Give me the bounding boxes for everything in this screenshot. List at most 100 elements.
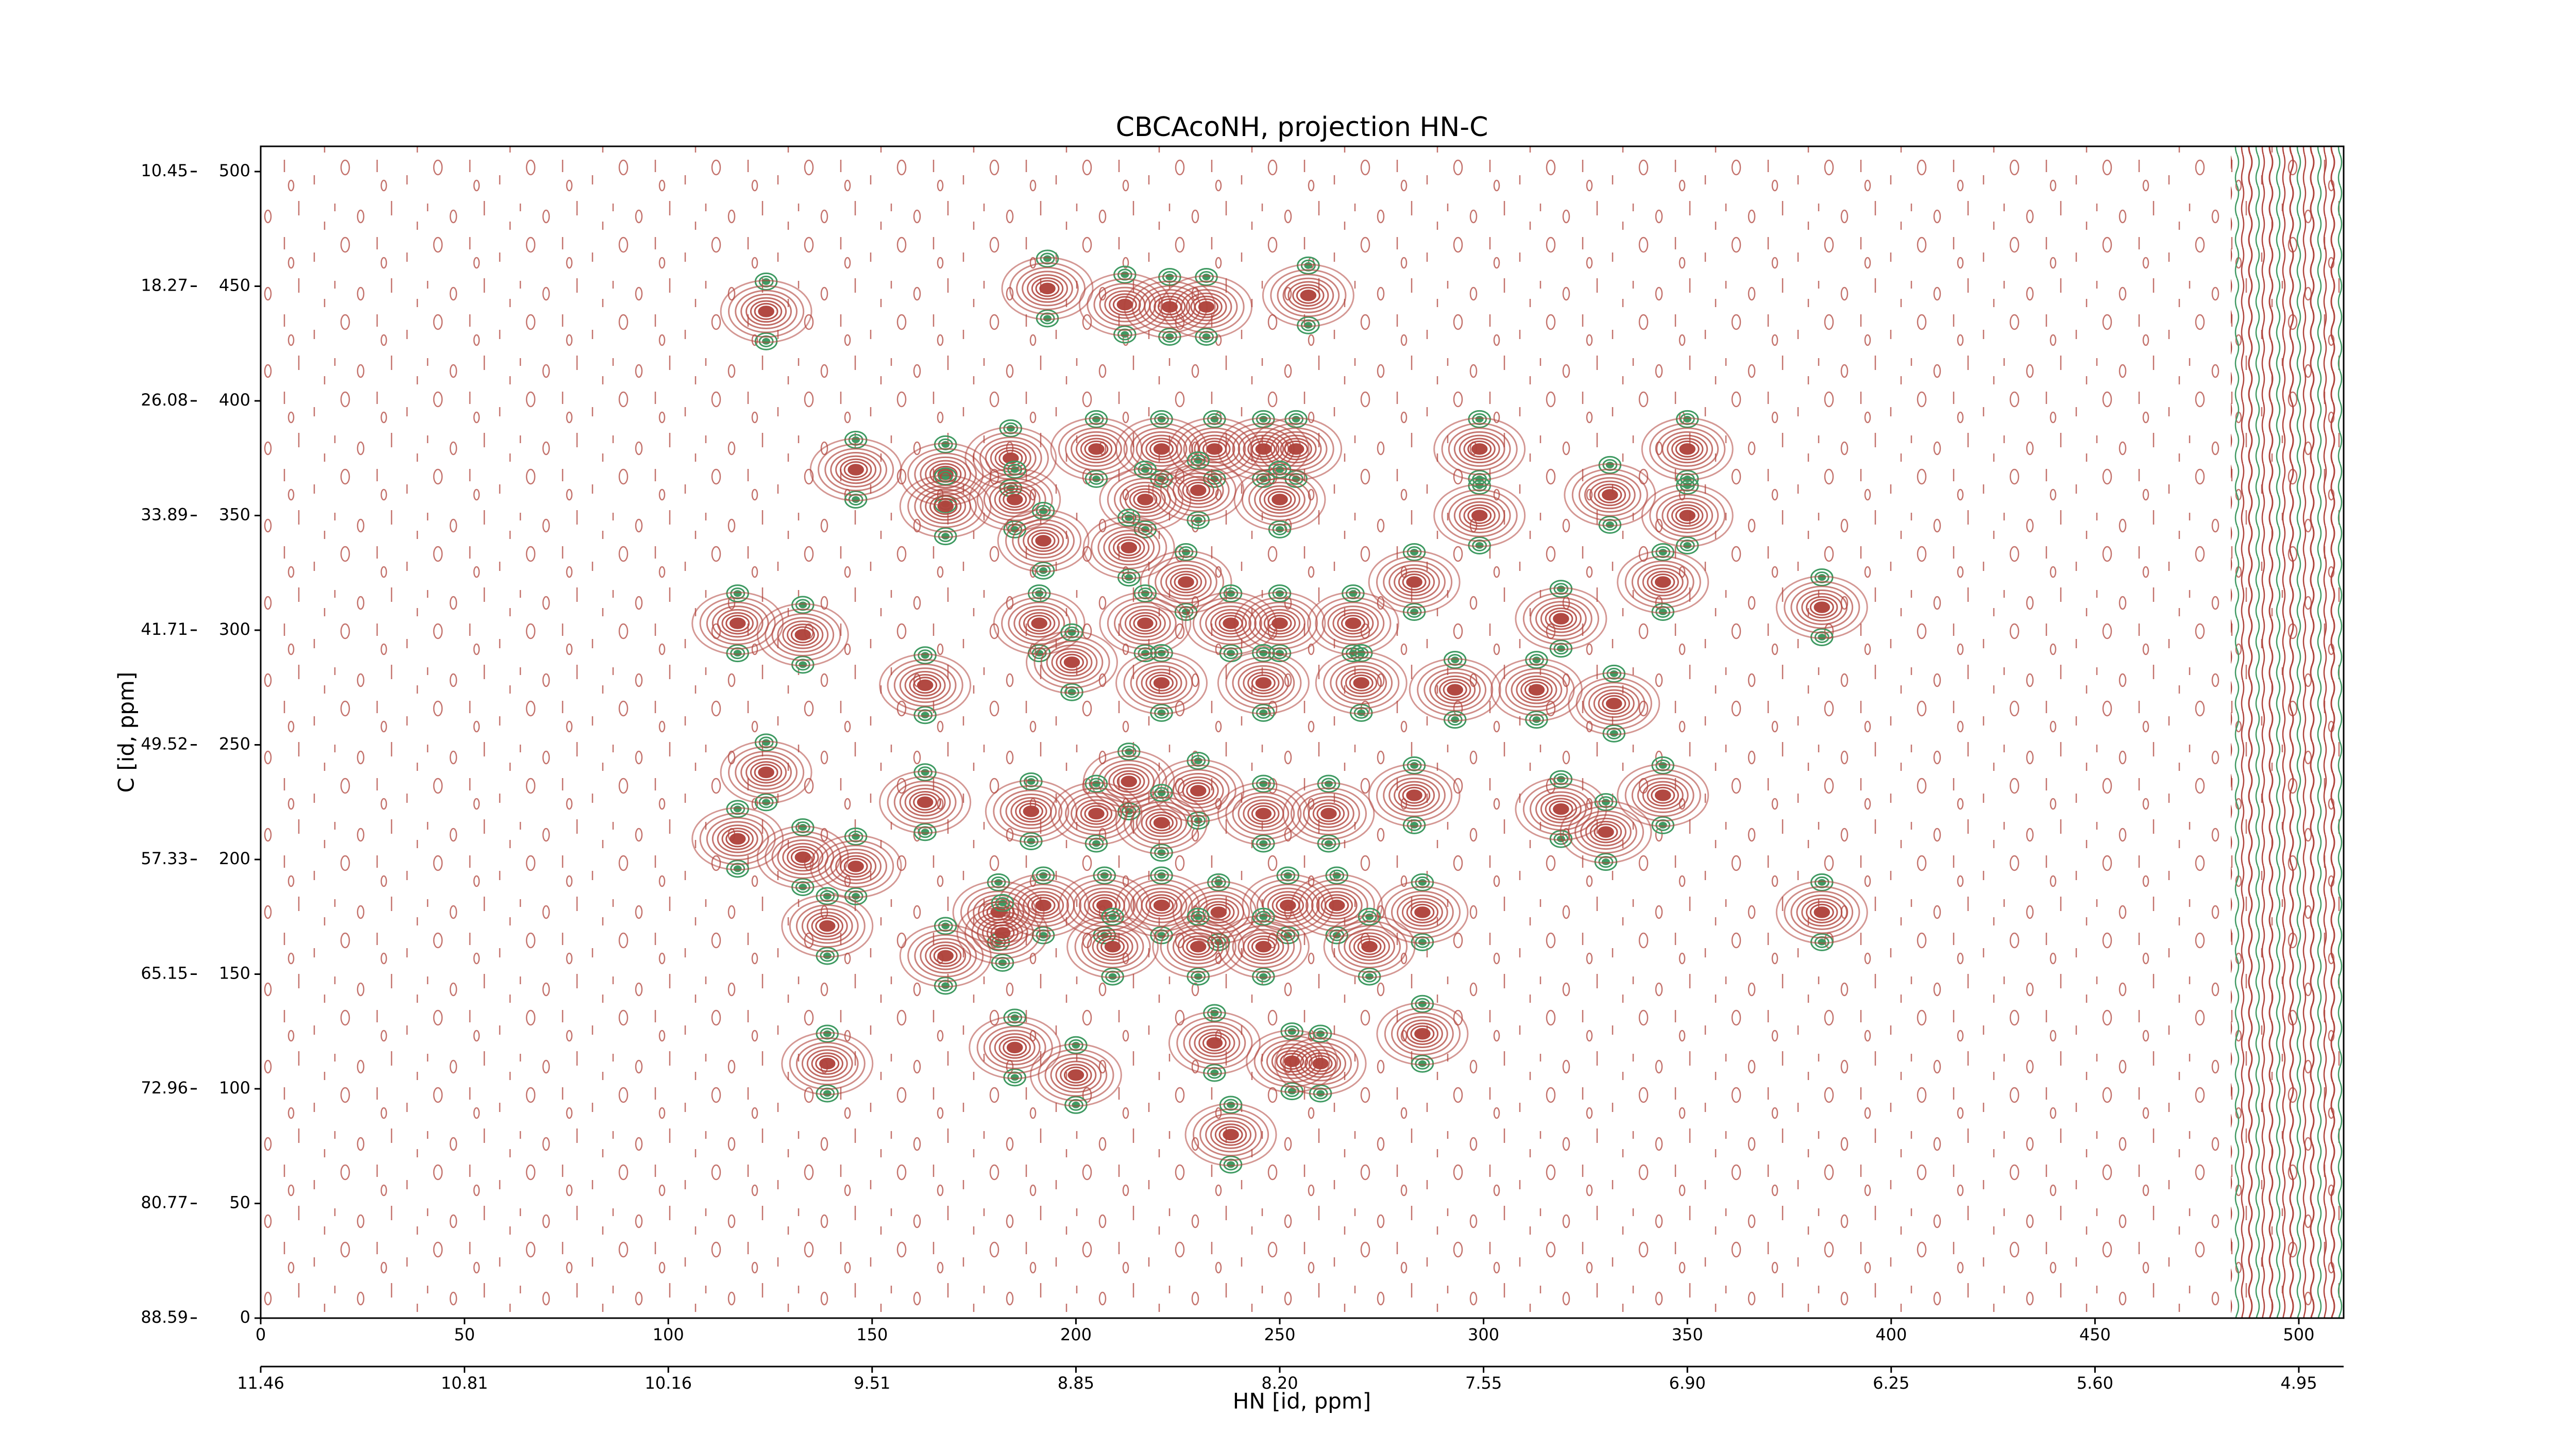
positive-contour <box>811 915 843 937</box>
positive-contour <box>1662 431 1714 467</box>
positive-contour <box>1133 615 1158 632</box>
positive-contour <box>1593 689 1635 718</box>
peak <box>1160 268 1253 346</box>
positive-contour <box>1341 668 1382 698</box>
positive-contour <box>972 432 1049 485</box>
peak <box>1775 568 1868 646</box>
positive-contour <box>1272 494 1288 506</box>
positive-contour <box>1282 782 1375 846</box>
positive-contour <box>1153 899 1170 912</box>
positive-contour <box>990 444 1031 473</box>
peaks <box>691 249 1868 1174</box>
positive-contour <box>1130 883 1193 927</box>
positive-contour <box>1289 1042 1352 1086</box>
positive-contour <box>929 495 962 518</box>
positive-contour <box>1790 890 1854 934</box>
positive-contour <box>1330 661 1393 705</box>
positive-contour <box>1624 769 1701 822</box>
positive-contour <box>1225 787 1302 840</box>
positive-contour <box>1262 263 1354 327</box>
positive-contour <box>1194 434 1235 464</box>
positive-contour <box>1136 431 1188 467</box>
peak <box>1368 543 1461 621</box>
peak <box>1409 651 1501 729</box>
positive-contour <box>1327 605 1379 642</box>
positive-contour <box>1631 773 1694 817</box>
positive-contour <box>789 1037 866 1090</box>
positive-contour <box>1598 826 1614 838</box>
peak <box>691 584 784 663</box>
positive-contour <box>1540 604 1582 633</box>
positive-contour <box>907 448 984 501</box>
peak <box>1274 1024 1367 1103</box>
positive-contour <box>1123 656 1200 710</box>
positive-contour <box>1567 805 1645 858</box>
positive-contour <box>1129 488 1162 511</box>
positive-contour <box>1051 648 1093 677</box>
positive-contour <box>1298 879 1375 932</box>
peak <box>1515 770 1607 848</box>
positive-contour <box>1185 292 1227 322</box>
positive-contour <box>969 1016 1061 1080</box>
positive-contour <box>1656 494 1719 537</box>
positive-contour <box>1256 883 1319 927</box>
positive-contour <box>937 950 954 962</box>
positive-contour <box>1809 598 1834 616</box>
positive-contour <box>1003 1039 1027 1056</box>
peak <box>1233 460 1326 538</box>
positive-contour <box>1300 1049 1342 1078</box>
positive-contour <box>1267 615 1292 632</box>
positive-contour <box>1325 897 1349 914</box>
positive-contour <box>1796 589 1848 625</box>
positive-contour <box>1155 560 1217 604</box>
positive-contour <box>1642 567 1684 597</box>
positive-contour <box>1448 427 1511 471</box>
y-tick-label: 150 <box>219 963 250 983</box>
positive-contour <box>1206 443 1223 455</box>
positive-contour <box>917 796 934 808</box>
positive-contour <box>756 603 849 667</box>
positive-contour <box>1262 887 1314 923</box>
positive-contour <box>1149 440 1174 458</box>
y2-tick-label: 57.33 <box>141 849 188 868</box>
x2-tick-label: 8.85 <box>1058 1373 1094 1393</box>
positive-contour <box>1058 423 1135 476</box>
x-tick-label: 100 <box>653 1325 684 1344</box>
positive-contour <box>1206 1037 1223 1049</box>
y-tick-label: 200 <box>219 849 250 868</box>
x-axis-label: HN [id, ppm] <box>1233 1389 1371 1414</box>
positive-contour <box>1320 894 1353 917</box>
positive-contour <box>1183 1021 1246 1065</box>
positive-contour <box>824 845 888 888</box>
positive-contour <box>1194 298 1219 316</box>
positive-contour <box>1190 785 1207 797</box>
positive-contour <box>1190 940 1207 953</box>
positive-contour <box>1438 678 1471 701</box>
positive-contour <box>1247 437 1280 461</box>
positive-contour <box>720 740 812 804</box>
positive-contour <box>1300 290 1317 301</box>
positive-contour <box>907 480 984 533</box>
positive-contour <box>1149 814 1174 832</box>
positive-contour <box>1801 898 1843 927</box>
x2-tick-label: 7.55 <box>1465 1373 1502 1393</box>
positive-contour <box>1199 601 1262 645</box>
peak <box>1376 873 1469 951</box>
y-tick-label: 450 <box>219 275 250 295</box>
positive-contour <box>1522 592 1600 645</box>
positive-contour <box>1311 887 1363 923</box>
positive-contour <box>1121 542 1138 554</box>
positive-contour <box>843 857 868 875</box>
positive-contour <box>1631 560 1694 604</box>
positive-contour <box>1637 777 1689 813</box>
positive-contour <box>1217 915 1310 979</box>
positive-contour <box>1189 1025 1241 1061</box>
peak <box>1099 584 1192 663</box>
positive-contour <box>801 908 853 944</box>
positive-contour <box>1338 925 1401 969</box>
positive-contour <box>848 464 864 476</box>
positive-contour <box>1806 596 1838 619</box>
y-tick-label: 0 <box>240 1307 250 1327</box>
x-tick-label: 250 <box>1264 1325 1295 1344</box>
positive-contour <box>1145 894 1178 917</box>
